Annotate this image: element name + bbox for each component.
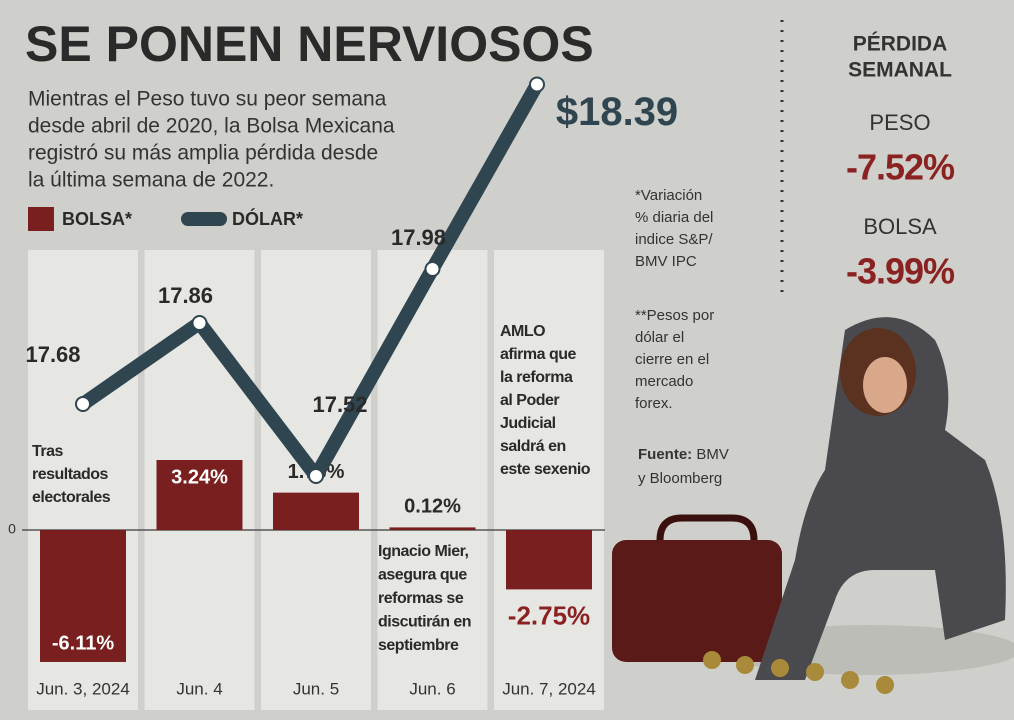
annotation-line: discutirán en [378,614,471,631]
bar-value-label: 3.24% [171,466,228,488]
annotation-line: Ignacio Mier, [378,543,468,560]
legend-swatch [28,207,54,231]
x-tick-label: Jun. 4 [176,679,222,698]
annotation-line: este sexenio [500,461,591,478]
line-point [308,468,324,484]
annotation-line: la reforma [500,369,573,386]
panel-title: PÉRDIDA [853,33,948,56]
bar-value-label: -2.75% [508,600,590,630]
annotation-line: asegura que [378,567,467,584]
line-value-label: 17.86 [158,283,213,308]
source: Fuente: BMV [638,446,729,463]
bar [156,460,243,530]
footnote-line: *Variación [635,187,702,204]
source-text: BMV [692,446,729,463]
chart-title: SE PONEN NERVIOSOS [25,16,594,72]
illustration [612,317,1014,694]
panel-title: SEMANAL [848,59,952,82]
annotation-line: resultados [32,466,109,483]
subtitle-line: Mientras el Peso tuvo su peor semana [28,88,387,111]
x-tick-label: Jun. 7, 2024 [502,679,596,698]
legend-label: DÓLAR* [232,208,303,229]
line-value-label: 17.98 [391,225,446,250]
annotation-line: Judicial [500,415,556,432]
footnote-line: indice S&P/ [635,231,713,248]
line-point [75,396,91,412]
x-tick-label: Jun. 6 [409,679,455,698]
bar [40,530,126,662]
line-value-label: 17.68 [25,342,80,367]
annotation-line: Tras [32,443,64,460]
line-point [529,76,545,93]
panel-value: -3.99% [846,251,955,292]
bar [389,527,476,530]
footnote-line: dólar el [635,329,684,346]
y-tick-label: 0 [8,521,16,537]
legend-label: BOLSA* [62,209,132,229]
source-label: Fuente: [638,446,692,463]
annotation-line: electorales [32,489,111,506]
line-value-label: 17.52 [312,392,367,417]
bar [273,492,359,530]
bar-value-label: 0.12% [404,496,461,518]
footnote-line: **Pesos por [635,307,714,324]
line-point [191,315,208,331]
bar-value-label: -6.11% [52,632,114,654]
footnote-line: BMV IPC [635,253,697,270]
footnote-line: forex. [635,395,673,412]
source: y Bloomberg [638,470,722,487]
footnote-line: mercado [635,373,693,390]
line-value-label: $18.39 [556,90,678,134]
subtitle-line: desde abril de 2020, la Bolsa Mexicana [28,115,395,138]
annotation-line: saldrá en [500,438,566,455]
annotation-line: afirma que [500,346,577,363]
annotation-line: AMLO [500,323,545,340]
annotation-line: al Poder [500,392,559,409]
bar [506,530,592,590]
panel-name: BOLSA [863,214,937,239]
line-point [424,261,441,277]
x-tick-label: Jun. 3, 2024 [36,679,130,698]
annotation-line: reformas se [378,590,464,607]
panel-name: PESO [869,110,930,135]
panel-value: -7.52% [846,147,955,188]
annotation-line: septiembre [378,637,459,654]
footnote-line: cierre en el [635,351,709,368]
subtitle-line: la última semana de 2022. [28,169,274,192]
footnote-line: % diaria del [635,209,713,226]
x-tick-label: Jun. 5 [293,679,339,698]
column-band [494,250,604,710]
subtitle-line: registró su más amplia pérdida desde [28,142,378,165]
